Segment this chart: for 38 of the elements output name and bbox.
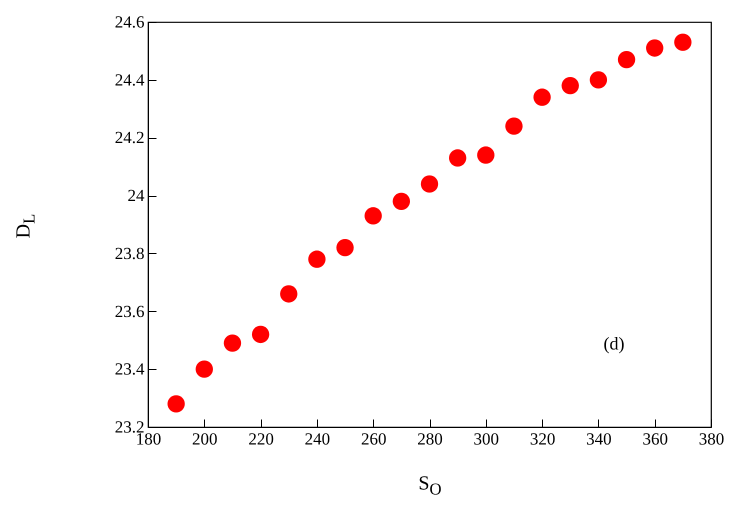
x-tick-label: 380 [698, 430, 724, 448]
point [392, 192, 410, 210]
x-tick-label: 240 [304, 430, 330, 448]
point [448, 149, 466, 167]
point [562, 77, 579, 94]
x-tick-label: 220 [248, 430, 274, 448]
y-tick-label: 24.2 [114, 128, 144, 148]
y-tick-label: 24.6 [114, 12, 144, 32]
y-tick-label: 23.6 [114, 302, 144, 321]
x-axis-title: S$_{O}$ [418, 472, 442, 500]
point [336, 239, 354, 256]
point [477, 146, 494, 164]
x-tick-label: 360 [642, 430, 668, 448]
point [646, 39, 664, 57]
y-tick-label: 24.4 [114, 70, 145, 90]
annotation: (d) [604, 334, 624, 354]
point [364, 207, 382, 224]
point [167, 395, 185, 412]
point [590, 71, 608, 88]
point [252, 326, 270, 344]
x-tick-label: 340 [586, 430, 612, 448]
point [618, 50, 636, 68]
point [420, 175, 438, 193]
point [674, 34, 692, 51]
x-tick-label: 260 [360, 430, 386, 448]
point [280, 285, 298, 303]
point [224, 334, 242, 352]
point [533, 88, 551, 106]
x-tick-label: 200 [192, 430, 218, 448]
x-tick-label: 280 [417, 430, 443, 448]
x-tick-label: 300 [474, 430, 500, 448]
point [308, 250, 326, 268]
x-tick-label: 320 [530, 430, 556, 448]
point [196, 360, 213, 378]
y-tick-label: 24 [128, 186, 145, 206]
point [505, 118, 523, 135]
y-tick-label: 23.4 [114, 360, 145, 379]
y-tick-label: 23.8 [114, 244, 144, 263]
